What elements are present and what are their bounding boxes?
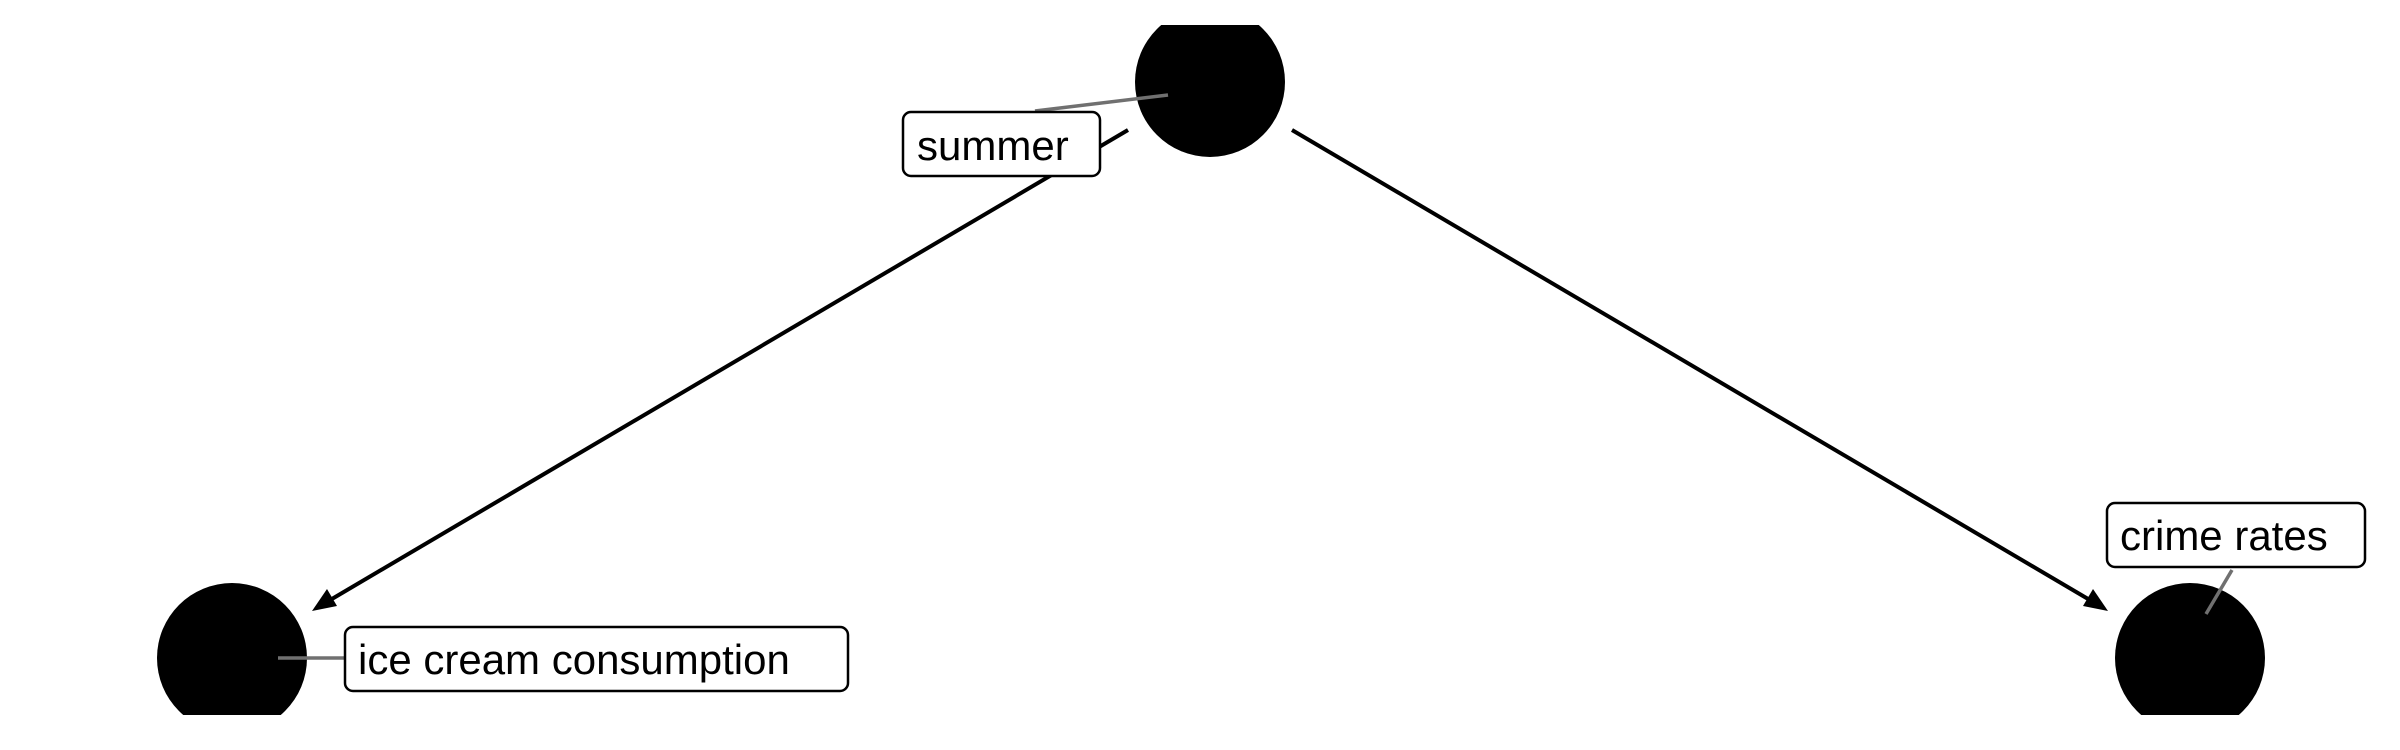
arrowhead-crime <box>2083 589 2108 611</box>
label-summer: summer <box>901 110 1102 178</box>
label-ice-cream-consumption-text: ice cream consumption <box>358 636 790 683</box>
label-ice-cream-consumption: ice cream consumption <box>343 625 850 693</box>
label-summer-text: summer <box>917 122 1069 169</box>
arrowhead-ice-cream <box>312 589 337 611</box>
label-crime-rates: crime rates <box>2105 501 2367 569</box>
leader-crime <box>2204 569 2234 615</box>
node-crime-rates <box>2115 583 2265 715</box>
node-summer <box>1135 25 1285 157</box>
edge-summer-to-crime <box>1290 128 2102 608</box>
label-crime-rates-text: crime rates <box>2120 512 2328 559</box>
leader-summer <box>1034 93 1169 113</box>
node-ice-cream-consumption <box>157 583 307 715</box>
edge-summer-to-ice-cream <box>318 128 1130 608</box>
